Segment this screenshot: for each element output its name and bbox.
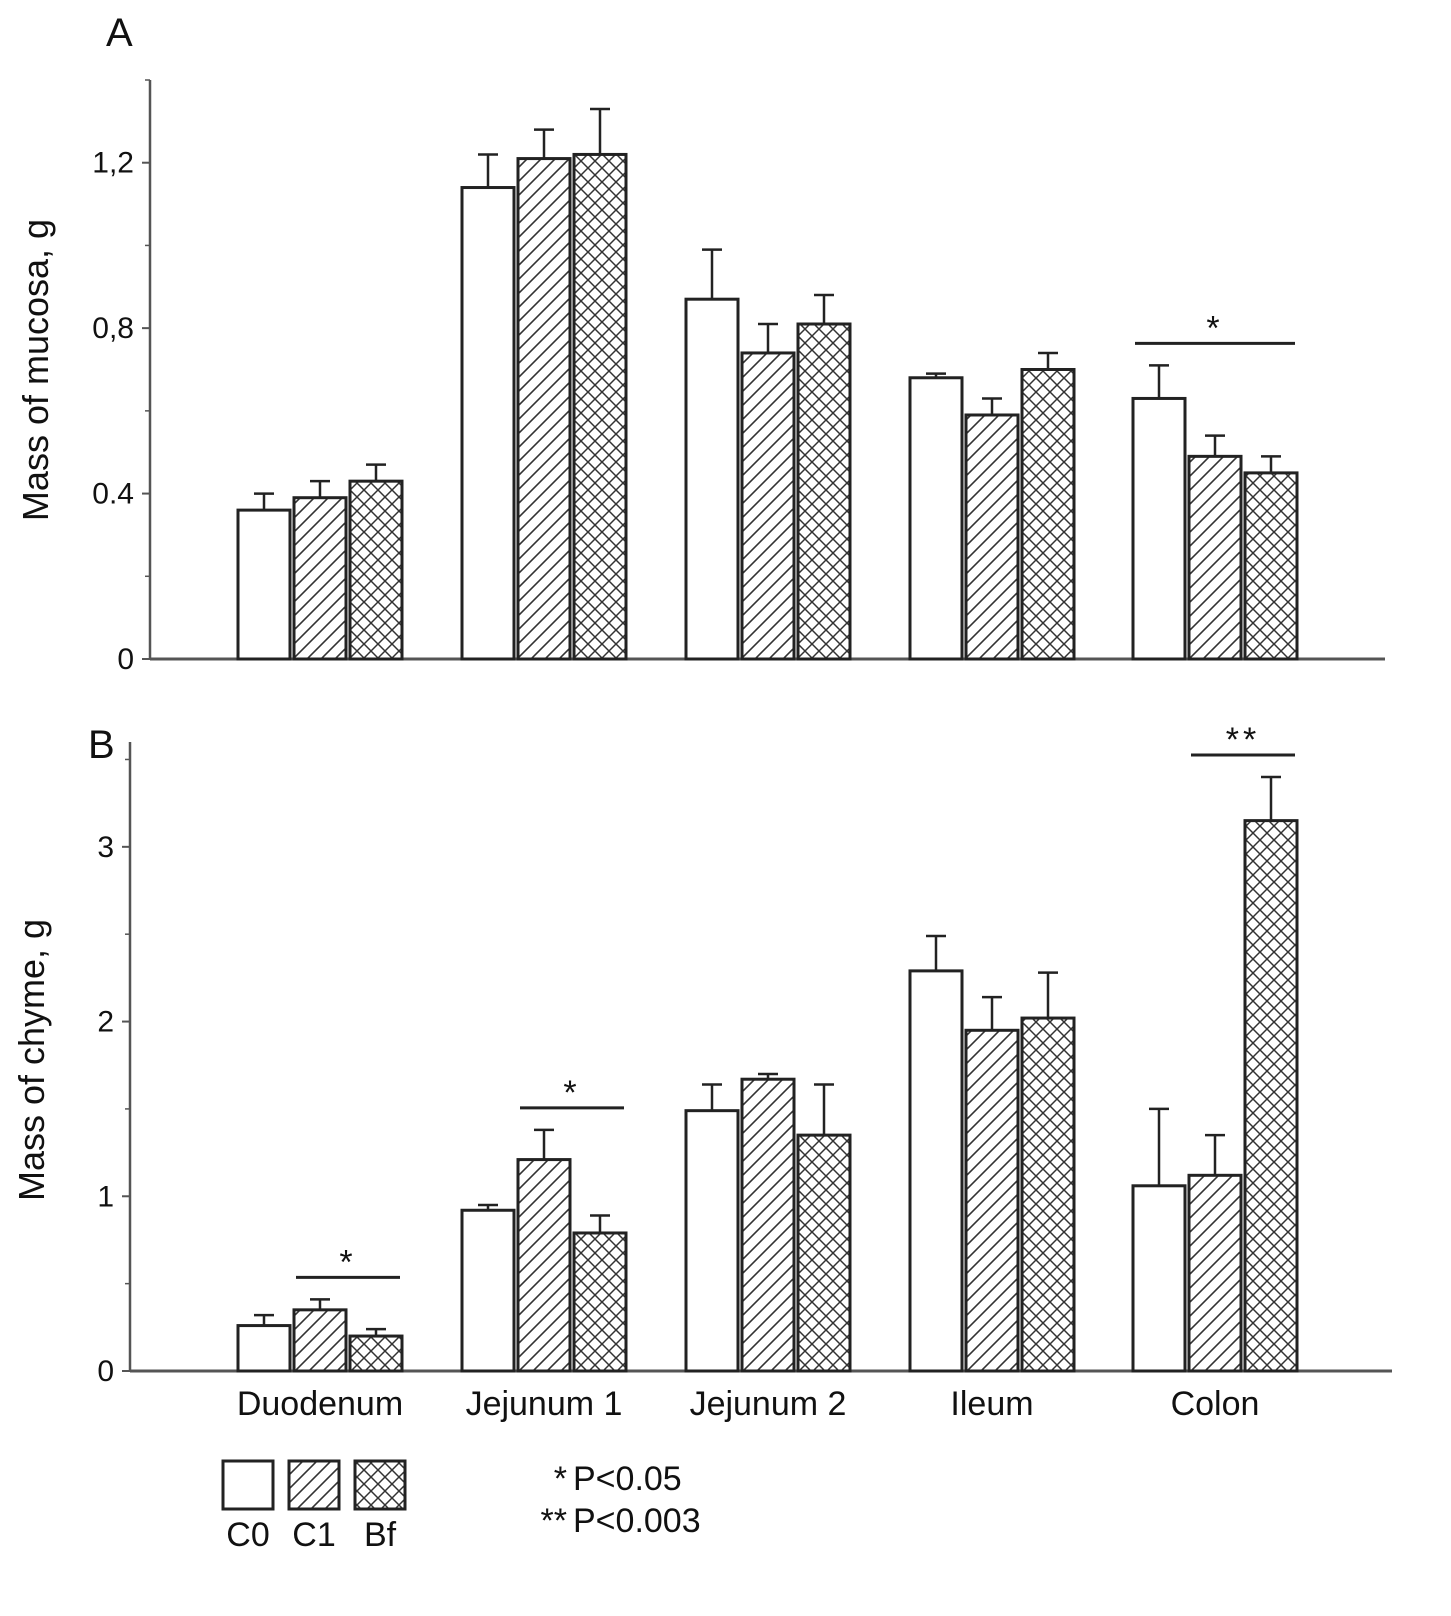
panel-b-bar-colon-c0 [1131, 1184, 1187, 1373]
panel-b-chart: 0 1 2 3 Duodenum Jejunum 1 Jejunum 2 Ileum Colon… [97, 721, 1392, 1423]
panel-a-bar-ileum-c1 [964, 413, 1020, 661]
legend-note-text-2: P<0.003 [573, 1502, 701, 1540]
panel-b-bar-jejunum-2-bf [796, 1133, 852, 1373]
legend-label-c0: C0 [226, 1516, 269, 1554]
panel-a-significance-label-colon: * [1206, 309, 1223, 347]
panel-a-bar-colon-c1 [1187, 454, 1243, 661]
panel-b-bar-jejunum-1-bf [572, 1231, 628, 1373]
legend-swatch-c1 [287, 1459, 341, 1511]
panel-b-significance-label-duodenum: * [339, 1243, 356, 1281]
panel-b-y-tick-label: 2 [97, 1006, 114, 1039]
panel-b-bar-duodenum-c1 [292, 1308, 348, 1373]
panel-b-significance-label-colon: ** [1226, 721, 1260, 759]
panel-b-letter: B [88, 723, 115, 767]
legend-note-text-1: P<0.05 [573, 1460, 682, 1498]
panel-a-bar-jejunum-2-c0 [684, 297, 740, 661]
panel-a-bar-jejunum-1-c1 [516, 157, 572, 661]
panel-b-significance-label-jejunum-1: * [563, 1074, 580, 1112]
category-label-jejunum-1: Jejunum 1 [466, 1385, 623, 1423]
category-label-jejunum-2: Jejunum 2 [690, 1385, 847, 1423]
legend: C0 C1 Bf * P<0.05 ** P<0.003 [221, 1459, 701, 1554]
panel-a-bar-duodenum-c0 [236, 508, 292, 661]
panel-a-bar-colon-bf [1243, 471, 1299, 661]
panel-b-bar-colon-bf [1243, 819, 1299, 1373]
category-label-ileum: Ileum [950, 1385, 1033, 1423]
panel-a-bar-ileum-c0 [908, 376, 964, 661]
category-label-colon: Colon [1171, 1385, 1260, 1423]
panel-b-bar-colon-c1 [1187, 1173, 1243, 1373]
panel-a-bar-jejunum-2-bf [796, 322, 852, 661]
panel-a-bar-jejunum-2-c1 [740, 351, 796, 661]
panel-b-y-tick-label: 0 [97, 1355, 114, 1388]
panel-a-bar-colon-c0 [1131, 396, 1187, 661]
panel-a-y-axis-title: Mass of mucosa, g [15, 219, 56, 521]
category-label-duodenum: Duodenum [237, 1385, 403, 1423]
panel-b-bar-jejunum-1-c0 [460, 1208, 516, 1373]
panel-b-bar-jejunum-2-c1 [740, 1077, 796, 1373]
panel-b-bar-ileum-bf [1020, 1016, 1076, 1373]
panel-b-bar-duodenum-bf [348, 1334, 404, 1373]
panel-b-bar-ileum-c0 [908, 969, 964, 1373]
legend-note-symbol-2: ** [541, 1502, 567, 1540]
panel-b-y-tick-label: 1 [97, 1180, 114, 1213]
panel-b-bar-ileum-c1 [964, 1028, 1020, 1373]
panel-a-y-tick-label: 0.4 [92, 478, 134, 511]
panel-a-bar-duodenum-c1 [292, 496, 348, 661]
panel-a-y-tick-label: 0,8 [92, 312, 134, 345]
panel-b-y-tick-label: 3 [97, 831, 114, 864]
panel-b-y-axis-title: Mass of chyme, g [11, 919, 52, 1201]
panel-a-chart: 0 0.4 0,8 1,2 * [92, 79, 1385, 676]
legend-label-c1: C1 [292, 1516, 335, 1554]
legend-label-bf: Bf [364, 1516, 397, 1554]
legend-swatch-c0 [221, 1459, 275, 1511]
legend-note-symbol-1: * [554, 1460, 567, 1498]
panel-a-letter: A [106, 11, 133, 55]
panel-b-bar-duodenum-c0 [236, 1324, 292, 1373]
panel-a-bar-jejunum-1-c0 [460, 186, 516, 661]
panel-b-bar-jejunum-2-c0 [684, 1109, 740, 1373]
panel-a-bar-duodenum-bf [348, 479, 404, 661]
panel-a-bar-jejunum-1-bf [572, 152, 628, 661]
panel-a-bar-ileum-bf [1020, 368, 1076, 661]
panel-a-y-tick-label: 0 [117, 643, 134, 676]
panel-b-bar-jejunum-1-c1 [516, 1158, 572, 1373]
panel-a-y-tick-label: 1,2 [92, 147, 134, 180]
legend-swatch-bf [353, 1459, 407, 1511]
